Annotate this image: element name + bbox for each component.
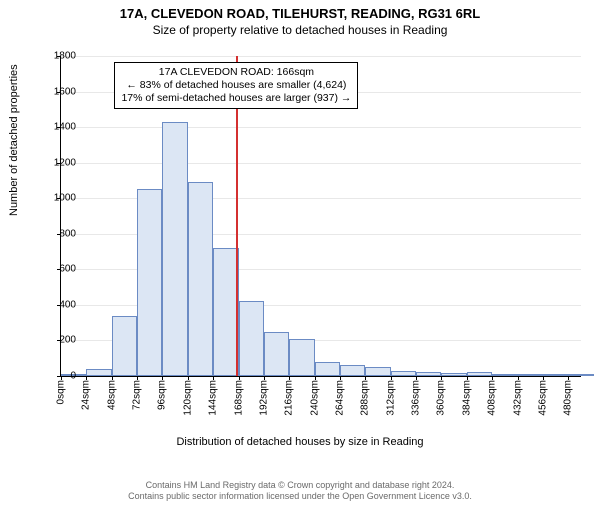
- y-tick-label: 1200: [36, 157, 76, 168]
- gridline-h: [61, 163, 581, 164]
- histogram-bar: [264, 332, 289, 376]
- histogram-bar: [543, 374, 568, 376]
- y-tick-label: 1000: [36, 193, 76, 204]
- x-tick-label: 384sqm: [461, 380, 472, 416]
- histogram-bar: [416, 372, 441, 376]
- annotation-line: 17% of semi-detached houses are larger (…: [121, 92, 351, 105]
- page-title-address: 17A, CLEVEDON ROAD, TILEHURST, READING, …: [0, 6, 600, 21]
- x-tick-label: 192sqm: [258, 380, 269, 416]
- histogram-bar: [518, 374, 543, 376]
- y-tick-label: 200: [36, 335, 76, 346]
- gridline-h: [61, 56, 581, 57]
- x-tick-label: 96sqm: [157, 380, 168, 410]
- histogram-bar: [365, 367, 390, 376]
- x-tick-label: 240sqm: [309, 380, 320, 416]
- annotation-line: 17A CLEVEDON ROAD: 166sqm: [121, 66, 351, 79]
- histogram-bar: [188, 182, 213, 376]
- x-tick-label: 216sqm: [284, 380, 295, 416]
- histogram-bar: [289, 339, 314, 376]
- x-tick-label: 120sqm: [182, 380, 193, 416]
- footer-line-2: Contains public sector information licen…: [0, 491, 600, 502]
- x-axis-label: Distribution of detached houses by size …: [0, 436, 600, 448]
- histogram-bar: [391, 371, 416, 376]
- histogram-bar: [315, 362, 340, 376]
- footer-attribution: Contains HM Land Registry data © Crown c…: [0, 480, 600, 503]
- histogram-bar: [162, 122, 187, 376]
- page-title-subtitle: Size of property relative to detached ho…: [0, 23, 600, 37]
- x-tick-label: 24sqm: [81, 380, 92, 410]
- x-tick-label: 312sqm: [385, 380, 396, 416]
- x-tick-label: 480sqm: [563, 380, 574, 416]
- histogram-plot: 0sqm24sqm48sqm72sqm96sqm120sqm144sqm168s…: [60, 56, 581, 377]
- histogram-bar: [137, 189, 162, 376]
- x-tick-label: 72sqm: [132, 380, 143, 410]
- x-tick-label: 48sqm: [106, 380, 117, 410]
- x-tick-label: 408sqm: [487, 380, 498, 416]
- x-tick-label: 360sqm: [436, 380, 447, 416]
- y-tick-label: 0: [36, 371, 76, 382]
- gridline-h: [61, 127, 581, 128]
- histogram-bar: [112, 316, 137, 376]
- y-tick-label: 800: [36, 228, 76, 239]
- x-tick-label: 432sqm: [512, 380, 523, 416]
- y-tick-label: 1800: [36, 51, 76, 62]
- annotation-box: 17A CLEVEDON ROAD: 166sqm← 83% of detach…: [114, 62, 358, 109]
- histogram-bar: [86, 369, 111, 376]
- histogram-bar: [441, 373, 466, 376]
- y-tick-label: 1400: [36, 122, 76, 133]
- histogram-bar: [568, 374, 593, 376]
- annotation-line: ← 83% of detached houses are smaller (4,…: [121, 79, 351, 92]
- histogram-bar: [492, 374, 517, 376]
- footer-line-1: Contains HM Land Registry data © Crown c…: [0, 480, 600, 491]
- y-tick-label: 400: [36, 299, 76, 310]
- y-tick-label: 1600: [36, 86, 76, 97]
- x-tick-label: 456sqm: [537, 380, 548, 416]
- x-tick-label: 0sqm: [56, 380, 67, 404]
- x-tick-label: 264sqm: [335, 380, 346, 416]
- histogram-bar: [239, 301, 264, 376]
- histogram-bar: [340, 365, 365, 376]
- x-tick-label: 336sqm: [411, 380, 422, 416]
- y-tick-label: 600: [36, 264, 76, 275]
- y-axis-label: Number of detached properties: [8, 64, 20, 216]
- histogram-bar: [213, 248, 238, 376]
- histogram-bar: [467, 372, 492, 376]
- x-tick-label: 168sqm: [233, 380, 244, 416]
- chart-area: 0sqm24sqm48sqm72sqm96sqm120sqm144sqm168s…: [60, 56, 580, 416]
- x-tick-label: 144sqm: [208, 380, 219, 416]
- x-tick-label: 288sqm: [360, 380, 371, 416]
